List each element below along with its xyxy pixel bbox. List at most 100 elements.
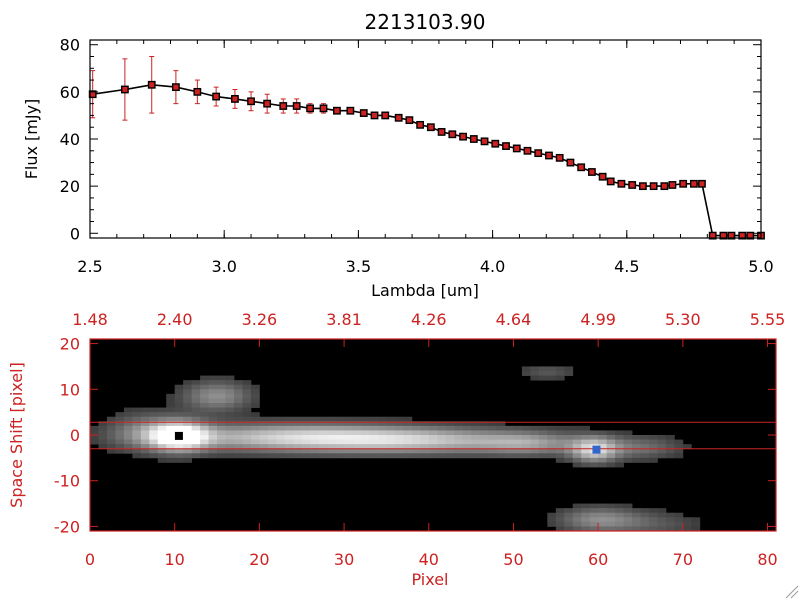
image-pixel bbox=[140, 439, 150, 445]
image-pixel bbox=[682, 444, 692, 450]
image-pixel bbox=[454, 430, 464, 436]
image-y-label: Space Shift [pixel] bbox=[7, 362, 26, 508]
image-pixel bbox=[606, 517, 616, 523]
image-pixel bbox=[521, 435, 531, 440]
image-pixel bbox=[445, 425, 455, 431]
image-pixel bbox=[428, 430, 438, 436]
image-pixel bbox=[301, 453, 311, 459]
secondary-marker bbox=[592, 445, 601, 454]
image-pixel bbox=[538, 444, 548, 450]
image-pixel bbox=[665, 512, 675, 518]
image-pixel bbox=[310, 416, 320, 422]
image-pixel bbox=[369, 421, 379, 427]
image-pixel bbox=[462, 448, 472, 454]
image-pixel bbox=[428, 435, 438, 440]
image-pixel bbox=[183, 384, 193, 390]
image-pixel bbox=[598, 430, 608, 436]
image-pixel bbox=[208, 421, 218, 427]
image-pixel bbox=[183, 421, 193, 427]
image-pixel bbox=[200, 375, 209, 381]
image-pixel bbox=[394, 421, 404, 427]
image-pixel bbox=[200, 380, 209, 386]
image-pixel bbox=[166, 448, 176, 454]
data-point bbox=[534, 149, 543, 158]
image-pixel bbox=[191, 393, 201, 399]
data-point bbox=[212, 92, 221, 101]
image-pixel bbox=[98, 425, 108, 431]
image-pixel bbox=[166, 435, 176, 440]
image-pixel bbox=[208, 416, 218, 422]
image-pixel bbox=[403, 439, 413, 445]
image-pixel bbox=[547, 425, 557, 431]
image-pixel bbox=[301, 430, 311, 436]
image-pixel bbox=[106, 416, 116, 422]
image-pixel bbox=[394, 430, 404, 436]
image-pixel bbox=[521, 366, 531, 372]
image-pixel bbox=[217, 416, 226, 422]
image-pixel bbox=[208, 412, 218, 418]
image-pixel bbox=[250, 393, 260, 399]
image-pixel bbox=[471, 421, 480, 427]
data-point bbox=[370, 111, 379, 120]
data-point bbox=[405, 116, 414, 125]
image-pixel bbox=[640, 517, 650, 523]
image-pixel bbox=[377, 421, 387, 427]
image-pixel bbox=[411, 453, 421, 459]
image-pixel bbox=[174, 398, 184, 404]
image-pixel bbox=[259, 430, 269, 436]
image-pixel bbox=[369, 444, 379, 450]
image-pixel bbox=[420, 444, 430, 450]
image-pixel bbox=[530, 371, 540, 376]
image-pixel bbox=[284, 435, 294, 440]
image-pixel bbox=[369, 416, 379, 422]
image-pixel bbox=[479, 435, 489, 440]
spectrum-plot: 2213103.90 2.5 3.0 3.5 4.0 4.5 5.0 020406080 … bbox=[22, 10, 774, 300]
image-pixel bbox=[344, 448, 353, 454]
image-pixel bbox=[513, 439, 523, 445]
x-tick-label: 4.5 bbox=[614, 257, 639, 276]
image-pixel bbox=[665, 439, 675, 445]
image-pixel bbox=[488, 448, 497, 454]
image-pixel bbox=[352, 435, 362, 440]
image-pixel bbox=[225, 435, 235, 440]
image-pixel bbox=[217, 435, 226, 440]
image-pixel bbox=[352, 425, 362, 431]
image-pixel bbox=[166, 398, 176, 404]
image-pixel bbox=[344, 416, 353, 422]
image-pixel bbox=[259, 425, 269, 431]
data-point bbox=[491, 139, 500, 148]
image-pixel bbox=[242, 421, 252, 427]
image-pixel bbox=[615, 462, 624, 468]
image-pixel bbox=[242, 403, 252, 408]
image-pixel bbox=[242, 430, 252, 436]
image-pixel bbox=[581, 521, 591, 527]
image-pixel bbox=[115, 439, 125, 445]
image-pixel bbox=[174, 453, 184, 459]
image-pixel bbox=[411, 439, 421, 445]
image-pixel bbox=[191, 435, 201, 440]
image-pixel bbox=[191, 439, 201, 445]
resize-grip-icon[interactable] bbox=[785, 585, 799, 599]
image-pixel bbox=[98, 421, 108, 427]
image-pixel bbox=[657, 439, 667, 445]
image-pixel bbox=[657, 526, 667, 532]
image-pixel bbox=[166, 439, 176, 445]
image-pixel bbox=[301, 435, 311, 440]
image-pixel bbox=[225, 389, 235, 395]
image-pixel bbox=[377, 453, 387, 459]
image-pixel bbox=[479, 421, 489, 427]
data-point bbox=[502, 142, 510, 150]
image-pixel bbox=[361, 453, 370, 459]
image-pixel bbox=[115, 448, 125, 454]
image-pixel bbox=[454, 444, 464, 450]
x-tick-label: 5.0 bbox=[748, 257, 773, 276]
image-pixel bbox=[403, 453, 413, 459]
image-pixel bbox=[327, 430, 337, 436]
image-pixel bbox=[310, 430, 320, 436]
image-pixel bbox=[394, 416, 404, 422]
image-pixel bbox=[564, 526, 574, 532]
image-pixel bbox=[513, 444, 523, 450]
image-pixel bbox=[471, 439, 480, 445]
image-pixel bbox=[615, 453, 624, 459]
image-pixel bbox=[267, 435, 277, 440]
